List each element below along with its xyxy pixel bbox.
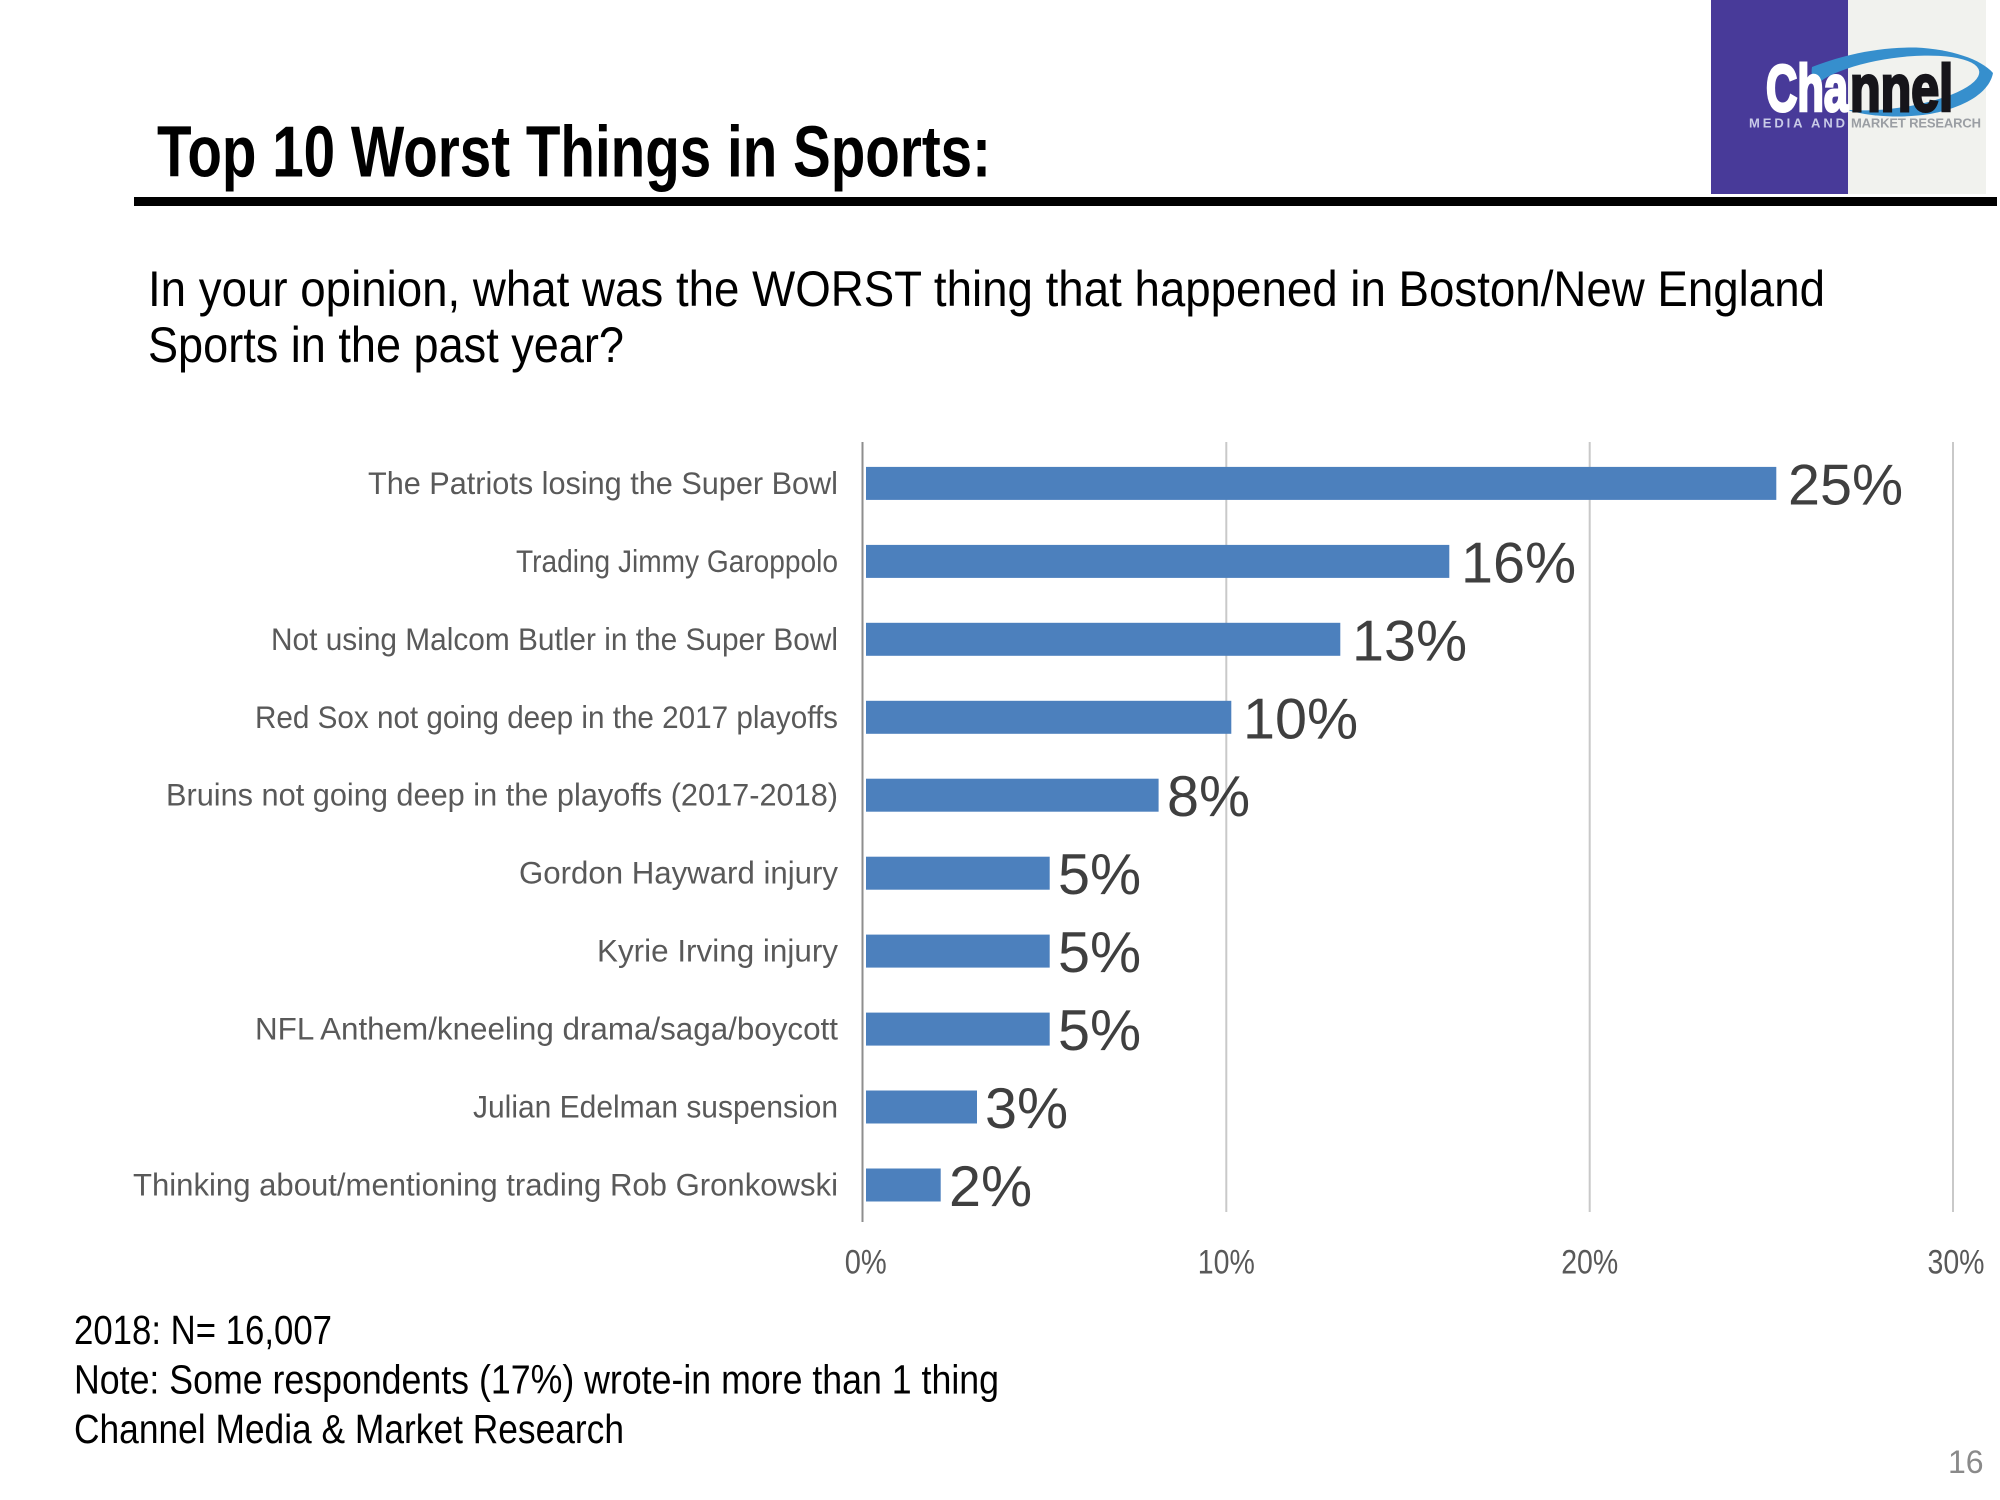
svg-text:Julian Edelman suspension: Julian Edelman suspension <box>473 1089 838 1125</box>
svg-text:20%: 20% <box>1561 1244 1618 1282</box>
svg-text:MARKET RESEARCH: MARKET RESEARCH <box>1851 116 1981 131</box>
svg-text:Gordon Hayward injury: Gordon Hayward injury <box>519 855 838 891</box>
svg-text:Sports in the past year?: Sports in the past year? <box>148 317 624 373</box>
svg-text:10%: 10% <box>1198 1244 1255 1282</box>
svg-text:Top 10 Worst Things in Sports:: Top 10 Worst Things in Sports: <box>157 113 991 193</box>
svg-text:Bruins not going deep in the p: Bruins not going deep in the playoffs (2… <box>166 777 838 813</box>
svg-text:8%: 8% <box>1167 765 1250 829</box>
svg-text:In your opinion, what was the: In your opinion, what was the WORST thin… <box>148 261 1825 317</box>
svg-text:3%: 3% <box>985 1077 1068 1141</box>
svg-text:NFL Anthem/kneeling drama/saga: NFL Anthem/kneeling drama/saga/boycott <box>255 1011 838 1047</box>
svg-text:Red Sox not going deep in the: Red Sox not going deep in the 2017 playo… <box>255 699 838 735</box>
svg-text:2%: 2% <box>949 1155 1032 1219</box>
svg-text:16%: 16% <box>1461 531 1576 595</box>
svg-text:nnel: nnel <box>1850 51 1953 125</box>
svg-text:MEDIA AND: MEDIA AND <box>1749 116 1845 131</box>
svg-text:Thinking about/mentioning trad: Thinking about/mentioning trading Rob Gr… <box>133 1167 838 1203</box>
svg-text:5%: 5% <box>1058 921 1141 985</box>
svg-text:The Patriots losing the Super: The Patriots losing the Super Bowl <box>368 465 838 501</box>
svg-text:13%: 13% <box>1352 609 1467 673</box>
svg-text:30%: 30% <box>1928 1244 1985 1282</box>
svg-text:5%: 5% <box>1058 843 1141 907</box>
svg-text:16: 16 <box>1948 1444 1984 1480</box>
svg-text:Trading Jimmy Garoppolo: Trading Jimmy Garoppolo <box>516 543 838 579</box>
svg-text:0%: 0% <box>845 1244 887 1282</box>
svg-text:Channel Media & Market Researc: Channel Media & Market Research <box>74 1406 624 1452</box>
svg-text:5%: 5% <box>1058 999 1141 1063</box>
svg-text:2018: N= 16,007: 2018: N= 16,007 <box>74 1307 332 1353</box>
svg-text:Cha: Cha <box>1766 51 1849 125</box>
svg-text:10%: 10% <box>1243 687 1358 751</box>
svg-text:Not using Malcom Butler in the: Not using Malcom Butler in the Super Bow… <box>271 621 838 657</box>
svg-text:Kyrie Irving injury: Kyrie Irving injury <box>597 933 838 969</box>
svg-text:Note: Some respondents (17%) w: Note: Some respondents (17%) wrote-in mo… <box>74 1357 999 1403</box>
svg-text:25%: 25% <box>1788 453 1903 517</box>
